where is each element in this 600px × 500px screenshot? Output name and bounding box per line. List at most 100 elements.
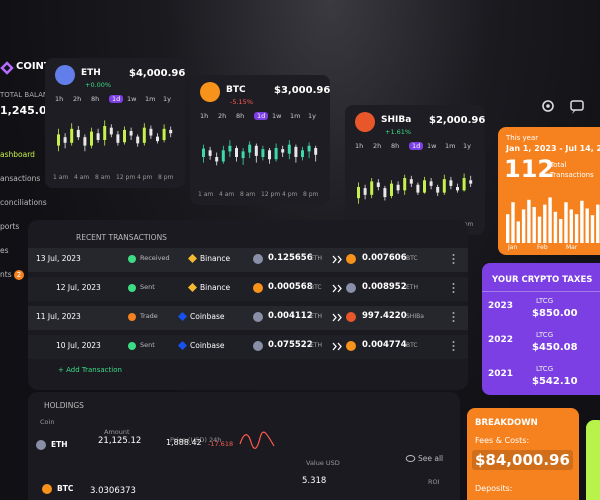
nav-item[interactable]: ansactions — [0, 174, 41, 183]
range-button[interactable]: 1m — [290, 112, 301, 120]
row-menu — [452, 254, 455, 264]
range-button[interactable]: 2h — [218, 112, 227, 120]
candle-body — [449, 180, 453, 186]
exchange-shape — [188, 283, 197, 292]
tax-kind: LTCG — [536, 297, 554, 305]
range-button[interactable]: 1h — [55, 95, 64, 103]
nav-item[interactable]: ashboard — [0, 150, 35, 159]
coin-change: +0.00% — [85, 81, 112, 89]
candle-body — [202, 148, 205, 157]
candle-body — [456, 187, 459, 191]
range-button[interactable]: 2h — [373, 142, 382, 150]
arrow-icon — [332, 342, 342, 351]
tax-kind: LTCG — [536, 365, 554, 373]
to-amount: 0.004774 — [362, 340, 407, 350]
year-bar — [590, 215, 595, 243]
to-unit: SHIBa — [406, 313, 424, 320]
brand: COINTA — [16, 61, 58, 72]
holding-change: -17.618 — [208, 440, 234, 448]
range-button[interactable]: 1m — [445, 142, 456, 150]
candle-body — [228, 145, 232, 152]
candle-body — [301, 150, 304, 157]
range-button[interactable]: 1w — [127, 95, 137, 103]
breakdown-card: BREAKDOWN Fees & Costs: $84,000.96 Deposits… — [467, 408, 579, 500]
deposits-label: Deposits: — [475, 484, 513, 493]
transaction-count: 112 — [504, 155, 555, 183]
to-amount: 0.007606 — [362, 253, 407, 263]
taxes-title: YOUR CRYPTO TAXES — [492, 275, 593, 285]
tx-exchange: Coinbase — [190, 341, 225, 350]
time-label: 8 am — [240, 191, 256, 198]
from-unit: BTC — [310, 284, 322, 291]
candle-body — [235, 148, 238, 157]
time-label: 4 am — [219, 191, 235, 198]
range-button[interactable]: 1d — [254, 112, 269, 120]
time-label: 12 pm — [261, 191, 281, 198]
candle-body — [123, 129, 126, 143]
exchange-shape — [188, 254, 197, 263]
holding-coin-icon — [36, 440, 46, 450]
logo-shape — [0, 61, 14, 75]
header-price: Price (USD) 24h — [170, 436, 222, 444]
candle-body — [383, 188, 387, 198]
coin-symbol: ETH — [81, 68, 101, 78]
to-unit: BTC — [406, 342, 418, 349]
year-bar — [532, 207, 536, 243]
eye-icon — [405, 455, 416, 462]
menu-dot — [452, 287, 455, 289]
range-button[interactable]: 1y — [308, 112, 316, 120]
sparkline — [239, 431, 275, 449]
candle-body — [442, 179, 446, 193]
menu-dot — [452, 341, 455, 343]
candle-body — [281, 149, 285, 153]
range-button[interactable]: 1h — [200, 112, 209, 120]
tax-year: 2023 — [488, 301, 514, 311]
range-button[interactable]: 1d — [109, 95, 124, 103]
menu-dot — [452, 291, 455, 293]
range-button[interactable]: 8h — [91, 95, 100, 103]
range-button[interactable]: 1w — [427, 142, 437, 150]
exchange-shape — [178, 312, 187, 321]
candle-body — [462, 178, 466, 191]
year-label: This year — [506, 134, 539, 142]
see-all[interactable]: See all — [418, 454, 444, 463]
month-label: Jan — [508, 244, 518, 251]
nav-item[interactable]: conciliations — [0, 198, 47, 207]
nav-item[interactable]: nts — [0, 270, 12, 279]
tax-amount: $450.08 — [532, 342, 578, 353]
transactions-panel: RECENT TRANSACTIONSFIFOSee all13 Jul, 20… — [28, 220, 468, 390]
candle-body — [409, 179, 413, 184]
menu-dot — [452, 254, 455, 256]
range-button[interactable]: 1h — [355, 142, 364, 150]
to-amount: 997.4220 — [362, 311, 407, 321]
time-label: 8 pm — [303, 191, 319, 198]
range-button[interactable]: 8h — [391, 142, 400, 150]
nav-item[interactable]: es — [0, 246, 9, 255]
to-coin-icon — [346, 341, 356, 351]
range-button[interactable]: 1y — [163, 95, 171, 103]
exchange-icon — [188, 283, 197, 292]
candle-body — [215, 157, 219, 162]
arrow-icon — [332, 313, 342, 322]
candle-body — [274, 148, 278, 160]
menu-dot — [452, 345, 455, 347]
arrow-shape — [332, 342, 342, 351]
add-transaction[interactable]: + Add Transaction — [58, 366, 122, 374]
year-bar — [543, 204, 547, 243]
tx-type: Sent — [140, 341, 155, 349]
range-button[interactable]: 2h — [73, 95, 82, 103]
range-button[interactable]: 1m — [145, 95, 156, 103]
nav-item[interactable]: ports — [0, 222, 20, 231]
range-button[interactable]: 1d — [409, 142, 424, 150]
eye-shape — [405, 455, 416, 462]
menu-dot — [452, 320, 455, 322]
coin-price: $2,000.96 — [429, 115, 486, 126]
range-button[interactable]: 1y — [463, 142, 471, 150]
range-button[interactable]: 1w — [272, 112, 282, 120]
candle-body — [129, 131, 133, 136]
transaction-row: 13 Jul, 2023 Received Binance 0.125656 ETH 0.… — [28, 248, 468, 272]
candle-chart — [202, 140, 318, 166]
to-amount: 0.008952 — [362, 282, 407, 292]
range-button[interactable]: 8h — [236, 112, 245, 120]
